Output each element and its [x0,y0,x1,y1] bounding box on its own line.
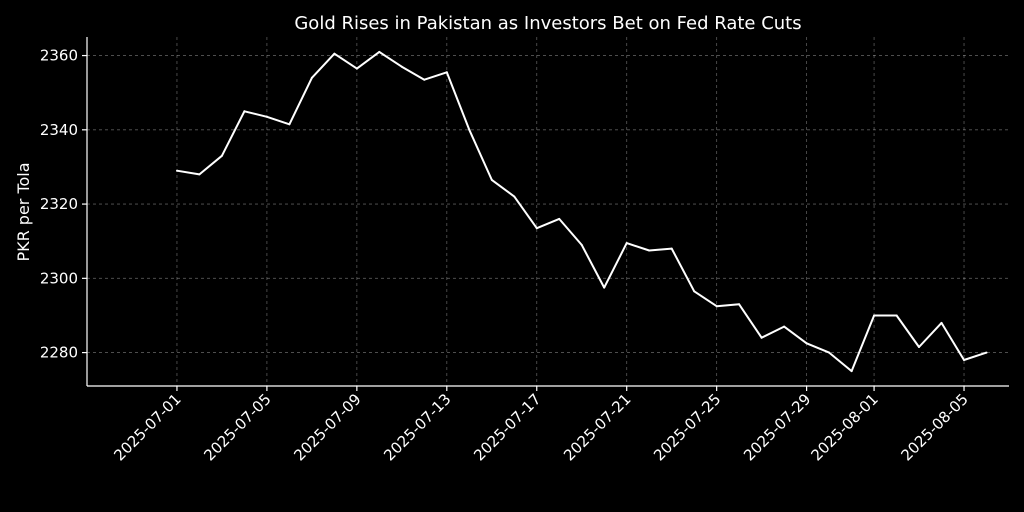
data-point [535,227,538,230]
data-point [850,370,853,373]
data-point [333,52,336,55]
data-point [828,351,831,354]
data-point [693,290,696,293]
data-point [558,217,561,220]
axes [86,37,1009,387]
data-point [423,78,426,81]
y-tick-label: 2300 [40,269,78,287]
y-ticks: 2280 2300 2320 2340 2360 [40,47,87,362]
data-point [310,76,313,79]
data-point [400,65,403,68]
data-point [625,242,628,245]
data-point [243,110,246,113]
data-point [378,50,381,53]
data-point [760,336,763,339]
data-point [715,305,718,308]
data-point [805,342,808,345]
y-tick-label: 2340 [40,121,78,139]
data-point [603,286,606,289]
y-tick-label: 2360 [40,47,78,65]
data-point [355,67,358,70]
y-tick-label: 2320 [40,195,78,213]
chart-title: Gold Rises in Pakistan as Investors Bet … [294,13,801,34]
data-point [198,173,201,176]
data-point [468,128,471,131]
data-point [265,115,268,118]
series-layer [176,50,988,373]
data-point [940,321,943,324]
data-point [445,71,448,74]
data-point [783,325,786,328]
y-axis-label: PKR per Tola [14,162,33,261]
data-point [288,123,291,126]
data-point [220,154,223,157]
data-point [738,303,741,306]
data-point [985,351,988,354]
grid-lines [87,37,1009,386]
data-point [873,314,876,317]
data-point [918,346,920,348]
data-point [580,243,583,246]
data-point [490,178,493,181]
y-tick-label: 2280 [40,344,78,362]
data-point [176,169,178,172]
data-point [895,314,898,317]
data-point [513,195,516,198]
data-point [670,247,673,250]
data-point [648,249,651,252]
data-point [963,359,965,361]
